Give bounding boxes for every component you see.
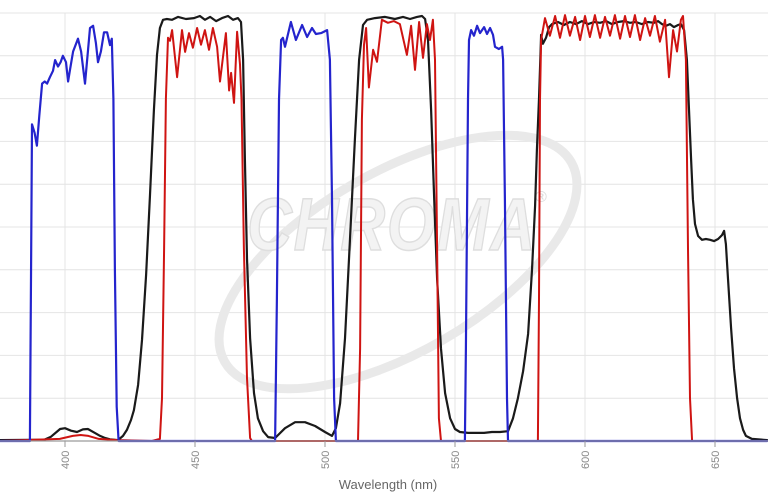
x-axis-tick-label: 550 bbox=[450, 451, 462, 469]
red-spectrum-line bbox=[0, 14, 768, 442]
x-axis-tick-label: 500 bbox=[320, 451, 332, 469]
chroma-watermark: CHROMA ® bbox=[214, 130, 582, 394]
x-axis-tick-label: 400 bbox=[60, 451, 72, 469]
x-axis-ticks: 400 450 500 550 600 650 bbox=[60, 441, 722, 469]
x-axis-tick-label: 650 bbox=[710, 451, 722, 469]
watermark-registered-icon: ® bbox=[535, 189, 547, 206]
x-axis-tick-label: 450 bbox=[190, 451, 202, 469]
x-axis-tick-label: 600 bbox=[580, 451, 592, 469]
gridlines bbox=[0, 12, 768, 441]
watermark-text: CHROMA bbox=[247, 183, 537, 266]
x-axis-title: Wavelength (nm) bbox=[339, 477, 438, 492]
